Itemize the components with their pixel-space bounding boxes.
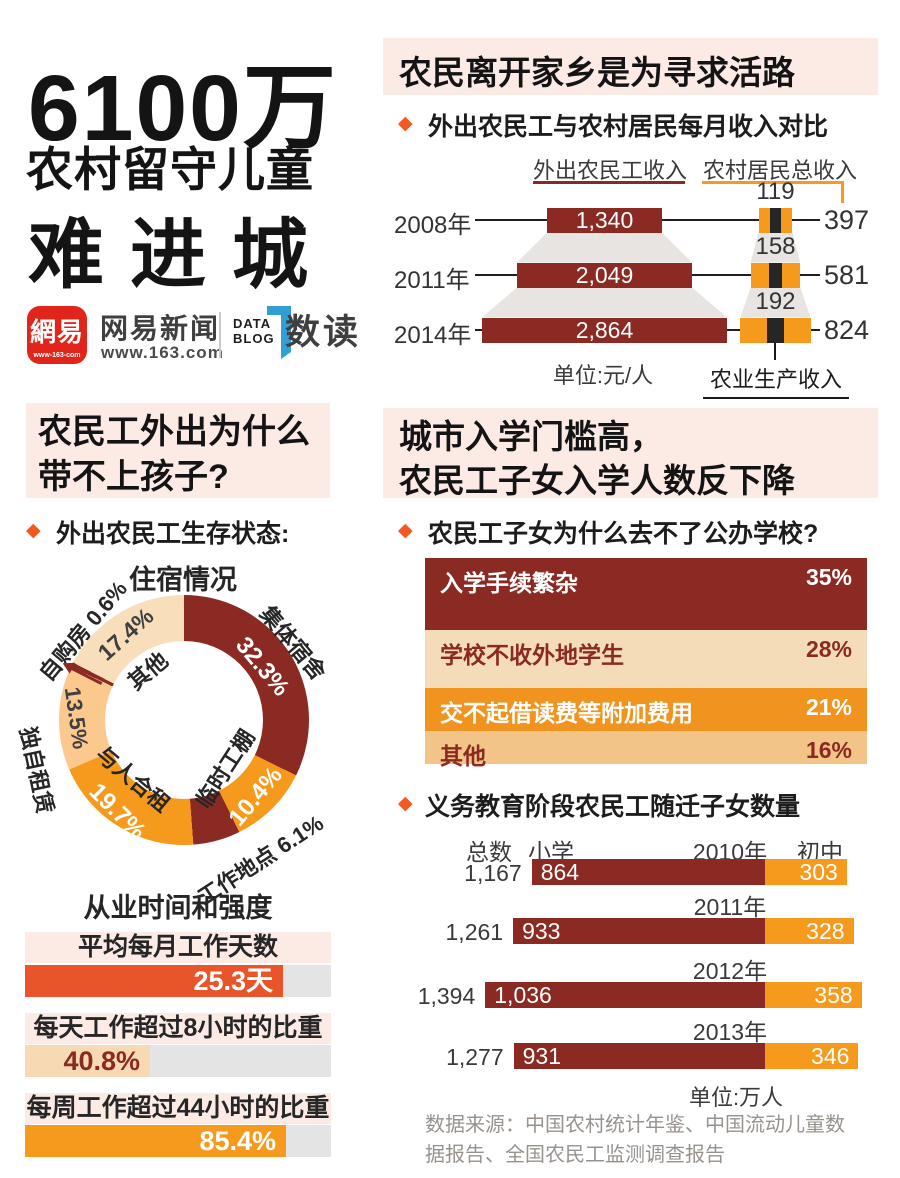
donut-hole <box>105 641 263 799</box>
work-bar-label: 每周工作超过44小时的比重 <box>25 1093 331 1124</box>
donut-title: 住宿情况 <box>129 565 237 595</box>
school-reasons-chart: 入学手续繁杂 35% 学校不收外地学生 28% 交不起借读费等附加费用 21% 其他 16% <box>425 558 867 769</box>
work-bar-fill: 40.8% <box>25 1045 150 1077</box>
legend-rural-income: 农村居民总收入 <box>702 158 857 183</box>
children-primary-bar: 931 <box>513 1043 765 1069</box>
children-total-value: 1,261 <box>445 919 504 945</box>
shudu-label: 数读 <box>285 313 362 352</box>
reason-bar-label: 其他 <box>440 743 486 769</box>
reason-bar-label: 学校不收外地学生 <box>440 642 624 668</box>
children-junior-bar: 358 <box>765 982 862 1008</box>
datablog-line1: DATA <box>233 316 272 331</box>
netease-news-label: 网易新闻 <box>100 313 221 344</box>
income-chart: 2008年 1,340 119 397 2011年 2,049 158 581 2014年 2,8… <box>380 150 900 399</box>
hero-title-line3: 难进城 <box>28 213 334 298</box>
income-subtitle: 外出农民工与农村居民每月收入对比 <box>428 113 829 141</box>
income-funnel <box>482 232 811 318</box>
school-header-line1: 城市入学门槛高， <box>399 418 663 455</box>
brand-divider <box>219 312 221 358</box>
reason-bar-label: 入学手续繁杂 <box>440 570 578 596</box>
children-total-value: 1,394 <box>417 983 476 1009</box>
income-agri-value: 192 <box>755 288 796 315</box>
school-header-line2: 农民工子女入学人数反下降 <box>399 461 795 499</box>
netease-app-icon: 網易 www-163-com <box>27 306 87 364</box>
school-subtitle: 农民工子女为什么去不了公办学校? <box>428 520 819 548</box>
netease-icon-chars: 網易 <box>29 317 84 347</box>
school-section-header: 城市入学门槛高， 农民工子女入学人数反下降 <box>383 408 878 499</box>
hero-title-line2: 农村留守儿童 <box>26 143 314 196</box>
children-total-value: 1,277 <box>446 1044 504 1070</box>
income-migrant-bar: 1,340 <box>547 207 662 233</box>
hero-title-line1: 6100万 <box>28 56 338 160</box>
reason-bar: 其他 16% <box>425 731 867 769</box>
legend-migrant-underline <box>533 181 685 184</box>
work-bar-label: 每天工作超过8小时的比重 <box>25 1013 331 1044</box>
reason-bar: 学校不收外地学生 28% <box>425 630 867 688</box>
left-section-header: 农民工外出为什么 带不上孩子? <box>26 403 330 498</box>
children-col-total: 总数 <box>466 839 512 865</box>
work-intensity-chart: 平均每月工作天数 25.3天每天工作超过8小时的比重 40.8% 每周工作超过44小时… <box>25 925 331 1160</box>
children-year-label: 2011年 <box>693 894 767 920</box>
children-junior-bar: 346 <box>765 1043 859 1069</box>
work-bar-label: 平均每月工作天数 <box>25 932 331 963</box>
reason-bar-value: 28% <box>805 636 852 662</box>
income-diamond-icon: ◆ <box>398 113 413 134</box>
children-unit: 单位:万人 <box>688 1085 784 1110</box>
data-source: 数据来源：中国农村统计年鉴、中国流动儿童数 据报告、全国农民工监测调查报告 <box>425 1110 895 1170</box>
reason-bar-value: 21% <box>805 694 852 720</box>
reason-bar-value: 16% <box>805 737 852 763</box>
legend-rural-bracket <box>841 181 844 203</box>
left-subtitle: 外出农民工生存状态: <box>56 520 290 548</box>
data-source-line2: 据报告、全国农民工监测调查报告 <box>425 1144 725 1166</box>
income-agri-label: 农业生产收入 <box>703 362 849 399</box>
income-agri-segment <box>768 262 783 288</box>
children-total-value: 1,167 <box>464 860 522 886</box>
children-junior-bar: 303 <box>765 859 847 885</box>
legend-rural-underline <box>702 181 844 184</box>
income-agri-value: 119 <box>756 178 795 205</box>
work-bar-fill: 25.3天 <box>25 965 283 997</box>
children-primary-bar: 933 <box>513 918 765 944</box>
income-unit-label: 单位:元/人 <box>552 363 654 388</box>
data-source-line1: 数据来源：中国农村统计年鉴、中国流动儿童数 <box>425 1114 845 1136</box>
income-agri-value: 158 <box>755 233 796 260</box>
income-agri-segment <box>767 317 784 343</box>
work-bar-fill: 85.4% <box>25 1125 286 1157</box>
reason-bar: 入学手续繁杂 35% <box>425 558 867 630</box>
income-year-label: 2011年 <box>394 267 470 294</box>
income-section-header: 农民离开家乡是为寻求活路 <box>383 38 878 95</box>
left-header-line2: 带不上孩子? <box>38 457 229 496</box>
children-primary-bar: 864 <box>531 859 765 885</box>
school-diamond-icon: ◆ <box>398 520 413 541</box>
income-agri-segment <box>770 207 781 233</box>
children-chart: 总数 小学 2010年 初中 单位:万人 1,167 864 303 2011年 1,2… <box>380 825 900 1110</box>
children-subtitle: 义务教育阶段农民工随迁子女数量 <box>425 793 801 821</box>
income-migrant-bar: 2,864 <box>482 317 727 343</box>
netease-icon-sub: www-163-com <box>33 352 81 359</box>
datablog-line2: BLOG <box>233 331 275 346</box>
work-title: 从业时间和强度 <box>83 893 273 923</box>
income-year-label: 2014年 <box>394 322 472 349</box>
brand-logo: 網易 www-163-com 网易新闻 www.163.com DATA BLO… <box>0 300 380 380</box>
children-junior-bar: 328 <box>765 918 854 944</box>
income-migrant-bar: 2,049 <box>516 262 693 288</box>
income-rural-value: 397 <box>824 205 870 235</box>
children-year-label: 2012年 <box>692 958 768 984</box>
netease-url: www.163.com <box>101 343 224 362</box>
income-rural-value: 581 <box>824 260 870 290</box>
income-agri-connector <box>774 343 776 360</box>
children-primary-bar: 1,036 <box>485 982 765 1008</box>
reason-bar-value: 35% <box>805 564 852 590</box>
legend-migrant-income: 外出农民工收入 <box>532 158 687 183</box>
left-header-line1: 农民工外出为什么 <box>38 413 310 451</box>
reason-bar-label: 交不起借读费等附加费用 <box>440 700 693 726</box>
datablog-ribbon-icon <box>267 306 291 359</box>
children-diamond-icon: ◆ <box>398 793 413 814</box>
income-year-label: 2008年 <box>394 212 472 239</box>
income-rural-value: 824 <box>824 315 870 345</box>
reason-bar: 交不起借读费等附加费用 21% <box>425 688 867 731</box>
children-year-label: 2013年 <box>692 1019 768 1045</box>
left-diamond-icon: ◆ <box>26 520 41 541</box>
